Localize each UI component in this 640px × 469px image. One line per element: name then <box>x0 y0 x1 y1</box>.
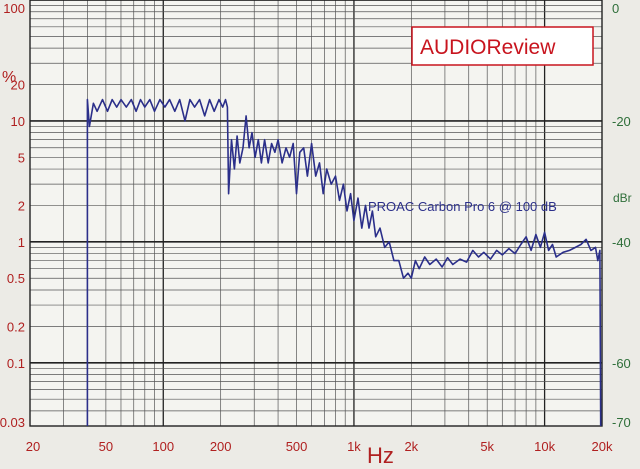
x-axis-label: Hz <box>367 443 394 468</box>
y-left-tick-label: 0.1 <box>7 356 25 371</box>
x-tick-label: 100 <box>152 439 174 454</box>
y-left-tick-label: 0.2 <box>7 319 25 334</box>
x-tick-label: 500 <box>286 439 308 454</box>
y-right-tick-label: -20 <box>612 114 631 129</box>
y-left-tick-label: 1 <box>18 235 25 250</box>
x-tick-label: 2k <box>404 439 418 454</box>
y-right-tick-label: -60 <box>612 356 631 371</box>
y-right-tick-label: -70 <box>612 415 631 430</box>
series <box>86 98 602 427</box>
grid <box>29 0 603 427</box>
brand-box <box>411 26 594 66</box>
y-left-tick-label: 0.5 <box>7 271 25 286</box>
x-tick-label: 10k <box>534 439 555 454</box>
x-tick-label: 1k <box>347 439 361 454</box>
y-right-tick-label: -40 <box>612 235 631 250</box>
x-tick-label: 200 <box>210 439 232 454</box>
y-left-unit: % <box>2 69 16 86</box>
y-right-tick-label: 0 <box>612 1 619 16</box>
x-tick-label: 5k <box>480 439 494 454</box>
distortion-curve <box>86 98 602 427</box>
x-tick-label: 20k <box>592 439 613 454</box>
y-left-tick-label: 5 <box>18 150 25 165</box>
y-left-tick-label: 2 <box>18 198 25 213</box>
plot-background <box>30 0 602 426</box>
y-left-tick-label: 100 <box>3 1 25 16</box>
brand-text: AUDIOReview <box>420 36 556 59</box>
x-tick-label: 20 <box>26 439 40 454</box>
series-annotation: PROAC Carbon Pro 6 @ 100 dB <box>368 199 557 214</box>
brand-logo: AUDIOReview <box>411 26 594 66</box>
x-tick-label: 50 <box>99 439 113 454</box>
plot-frame <box>29 0 603 427</box>
tick-labels: 100 20 10 5 2 1 0.5 0.2 0.1 0.03 0 -20 -40 -60 -70 20 50… <box>0 1 631 454</box>
y-right-unit: dBr <box>613 191 632 205</box>
y-left-tick-label: 20 <box>11 78 25 93</box>
y-left-tick-label: 10 <box>11 114 25 129</box>
y-left-tick-label: 0.03 <box>0 415 25 430</box>
